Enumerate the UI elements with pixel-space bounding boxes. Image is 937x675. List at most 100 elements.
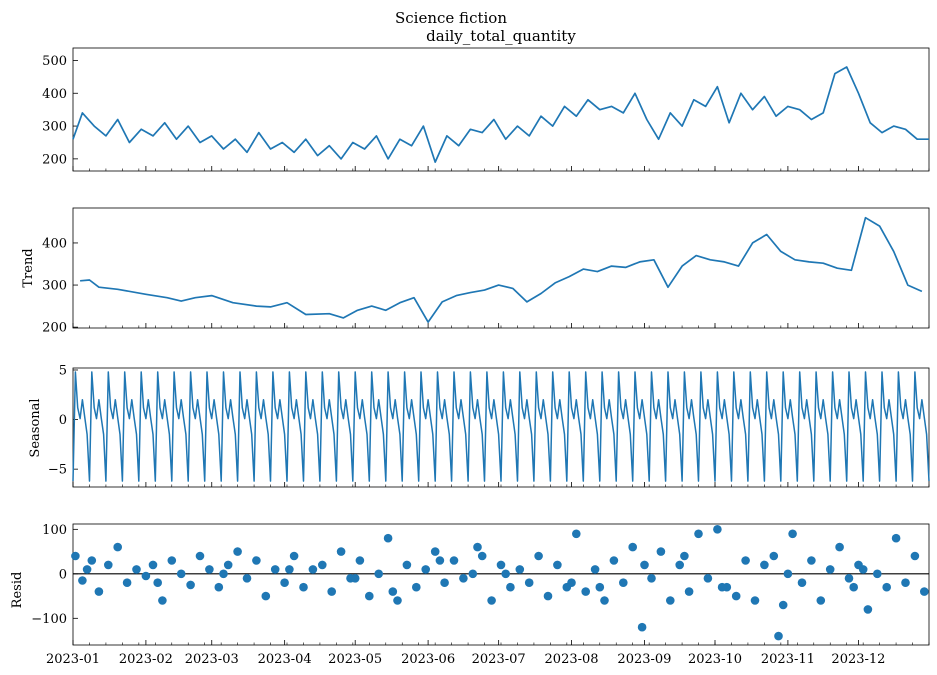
y-tick-label: 300	[42, 279, 67, 294]
resid-point	[675, 560, 684, 570]
resid-point	[920, 587, 929, 596]
resid-point	[132, 565, 141, 574]
ylabel-seasonal: Seasonal	[28, 398, 43, 457]
resid-point	[122, 578, 132, 587]
y-tick-label: 400	[42, 87, 67, 102]
resid-point	[684, 587, 694, 596]
resid-point	[496, 560, 506, 570]
resid-point	[640, 560, 649, 570]
resid-point	[731, 591, 741, 601]
resid-point	[153, 578, 162, 587]
y-tick-label: 5	[59, 363, 67, 378]
y-tick-label: 100	[42, 523, 67, 538]
y-tick-label: 0	[59, 413, 67, 428]
resid-point	[468, 569, 478, 579]
resid-point	[797, 578, 807, 587]
resid-point	[285, 565, 294, 574]
resid-point	[807, 556, 816, 565]
resid-point	[421, 565, 431, 574]
resid-point	[477, 551, 487, 561]
resid-point	[280, 578, 289, 587]
resid-point	[233, 547, 242, 556]
resid-point	[741, 556, 750, 565]
x-tick-label: 2023-11	[761, 652, 815, 667]
resid-point	[595, 582, 605, 592]
resid-point	[318, 560, 327, 570]
resid-point	[873, 569, 882, 579]
resid-point	[299, 582, 308, 592]
resid-point	[891, 533, 901, 543]
resid-point	[435, 556, 445, 565]
y-tick-label: 0	[59, 567, 67, 582]
resid-point	[778, 600, 788, 610]
resid-point	[619, 578, 628, 587]
resid-point	[350, 574, 360, 583]
resid-point	[656, 547, 666, 556]
resid-point	[365, 591, 374, 601]
x-tick-label: 2023-05	[328, 652, 382, 667]
resid-point	[473, 542, 482, 552]
observed-panel: 200 300 400 500	[42, 47, 930, 172]
y-tick-label: −100	[31, 612, 67, 627]
resid-point	[393, 596, 402, 605]
resid-point	[750, 596, 760, 605]
resid-point	[214, 582, 224, 592]
x-tick-label: 2023-08	[545, 652, 599, 667]
resid-point	[252, 556, 261, 565]
resid-point	[449, 556, 459, 565]
resid-point	[534, 551, 543, 561]
y-tick-label: 300	[42, 120, 67, 135]
resid-point	[355, 556, 365, 565]
resid-point	[713, 525, 722, 534]
resid-point	[501, 569, 511, 579]
resid-panel: −100 0 100	[31, 523, 930, 646]
resid-point	[374, 569, 384, 579]
resid-point	[788, 529, 797, 539]
y-tick-label: −5	[48, 463, 67, 478]
resid-point	[223, 560, 233, 570]
resid-point	[158, 596, 167, 605]
resid-point	[141, 571, 151, 581]
resid-point	[637, 622, 647, 632]
resid-point	[882, 582, 891, 592]
x-tick-label: 2023-01	[46, 652, 100, 667]
resid-point	[760, 560, 769, 570]
resid-point	[543, 591, 553, 601]
resid-point	[459, 574, 468, 583]
resid-point	[835, 542, 844, 552]
resid-point	[515, 565, 525, 574]
x-tick-label: 2023-04	[258, 652, 312, 667]
y-tick-label: 200	[42, 321, 67, 336]
axes-frame	[72, 207, 930, 329]
resid-point	[703, 574, 713, 583]
resid-point	[205, 565, 214, 574]
resid-point	[863, 605, 873, 614]
x-tick-label: 2023-06	[401, 652, 455, 667]
resid-point	[402, 560, 412, 570]
resid-point	[176, 569, 186, 579]
resid-point	[487, 596, 496, 605]
trend-panel: 200 300 400	[42, 207, 930, 336]
resid-point	[113, 542, 122, 552]
resid-point	[849, 582, 858, 592]
resid-point	[87, 556, 97, 565]
resid-point	[901, 578, 910, 587]
resid-point	[524, 578, 534, 587]
resid-point	[769, 551, 779, 561]
x-tick-label: 2023-02	[119, 652, 173, 667]
y-tick-label: 400	[42, 236, 67, 251]
resid-point	[825, 565, 835, 574]
resid-point	[167, 556, 177, 565]
resid-point	[383, 533, 393, 543]
resid-point	[910, 551, 920, 561]
resid-point	[94, 587, 104, 596]
x-tick-label: 2023-12	[831, 652, 885, 667]
resid-point	[628, 542, 637, 552]
ylabel-trend: Trend	[21, 248, 36, 287]
resid-point	[195, 551, 205, 561]
resid-point	[680, 551, 689, 561]
series-line	[80, 216, 923, 323]
series-line	[72, 66, 929, 163]
x-tick-label: 2023-10	[688, 652, 742, 667]
